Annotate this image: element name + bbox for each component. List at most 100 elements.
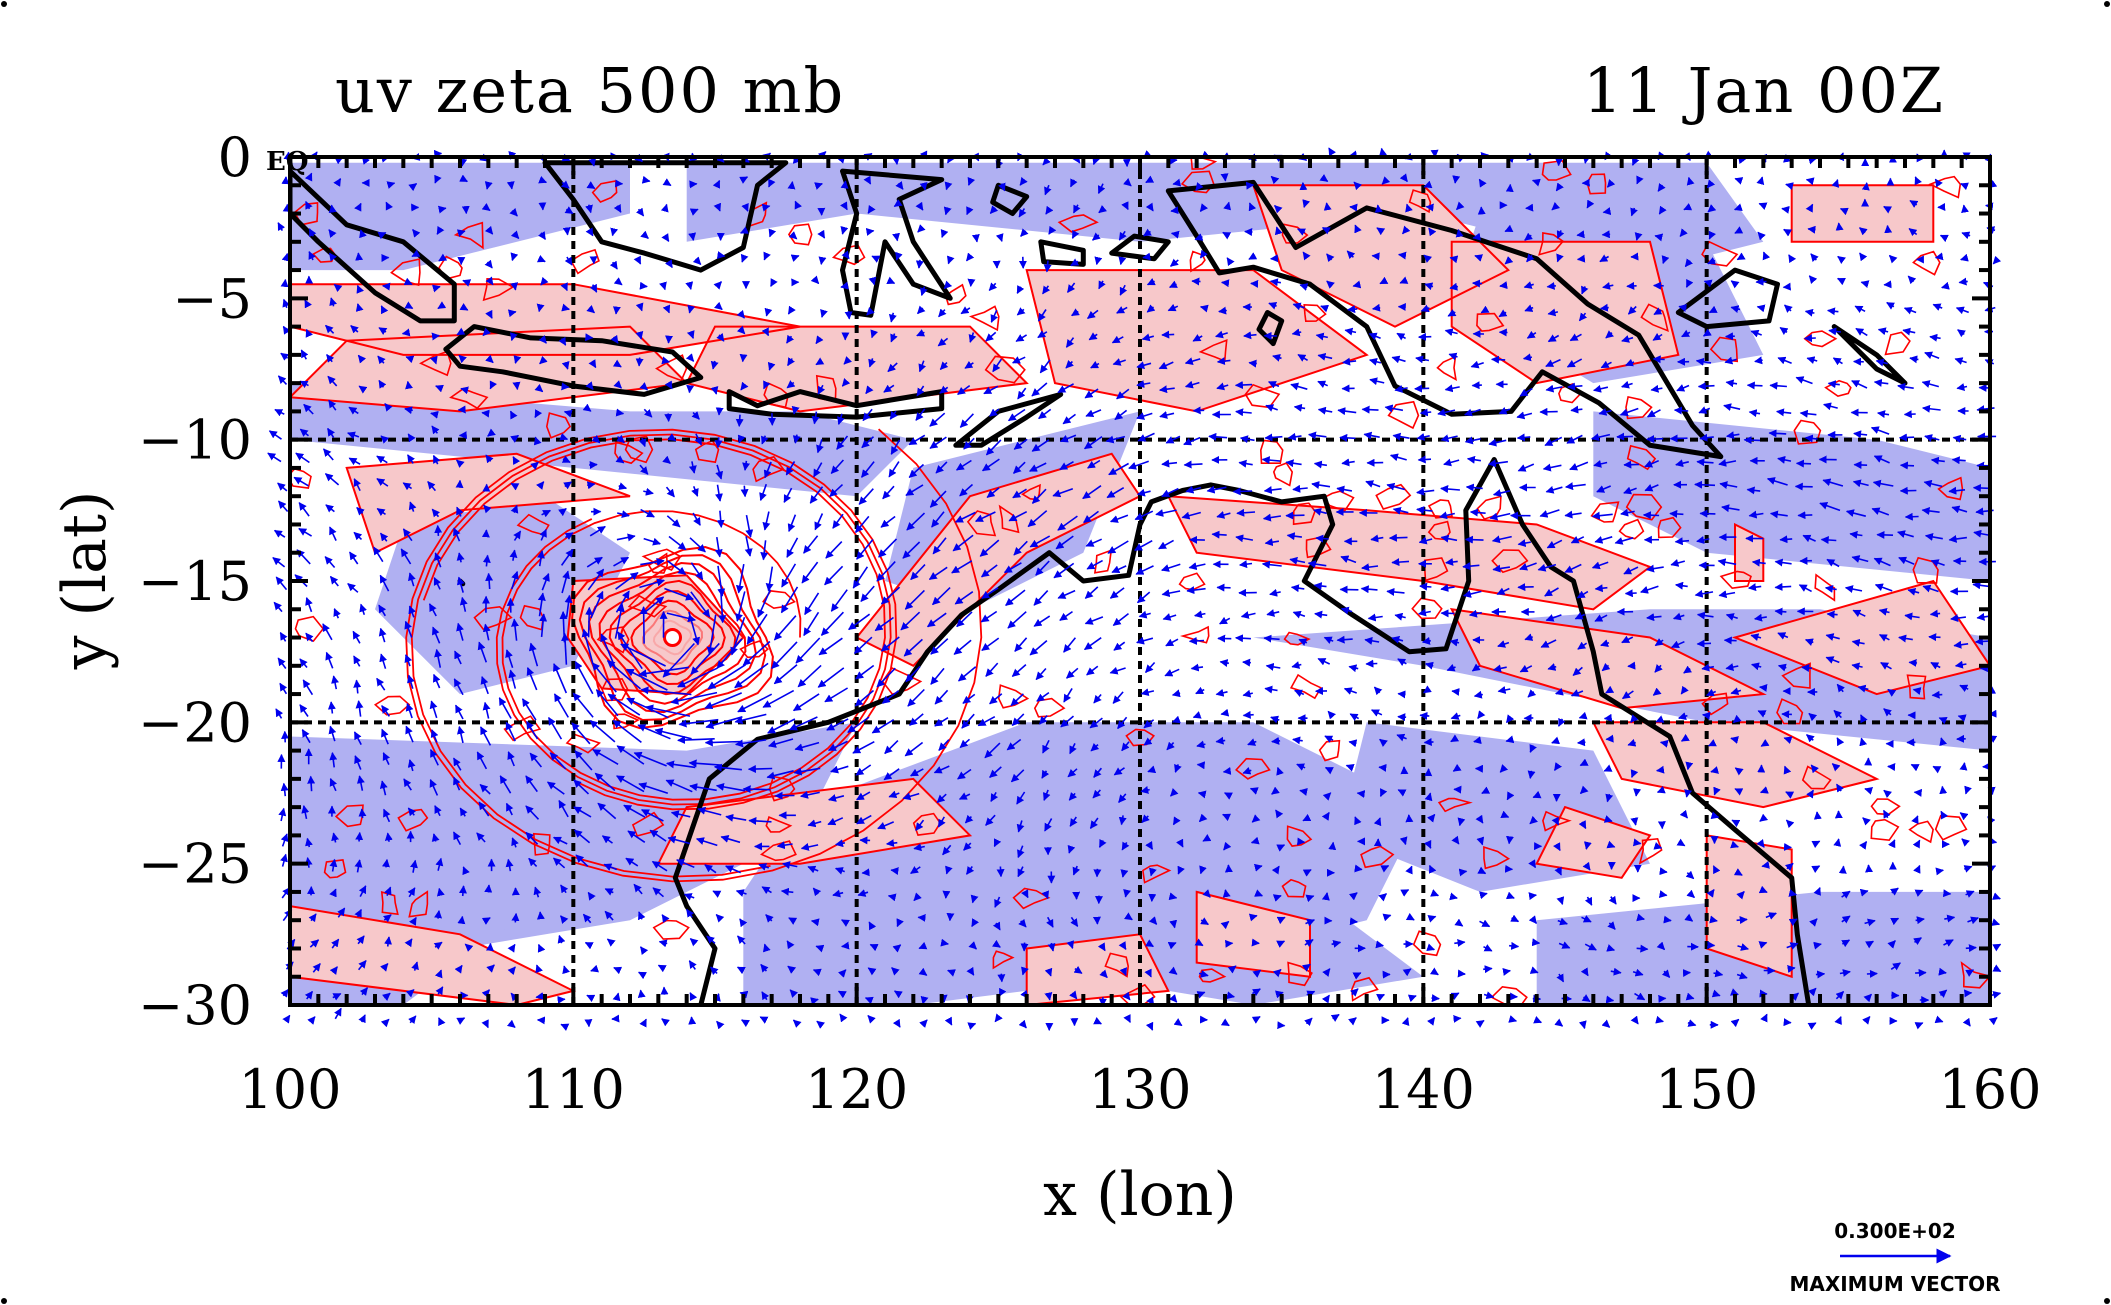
wind-vector <box>1449 255 1459 264</box>
vorticity-contour <box>1928 175 1962 199</box>
wind-vector <box>915 259 924 269</box>
wind-vector <box>1958 277 1968 286</box>
wind-vector <box>1431 994 1440 1003</box>
wind-vector <box>712 179 721 189</box>
wind-vector <box>1805 203 1814 213</box>
y-tick-labels: 0 −5 −10 −15 −20 −25 −30 <box>138 126 252 1037</box>
wind-vector <box>868 358 876 368</box>
wind-vector <box>1423 254 1433 263</box>
vorticity-contour <box>1012 887 1051 910</box>
positive-vorticity-region <box>1706 835 1792 977</box>
wind-vector <box>1116 306 1128 314</box>
wind-vector <box>1899 461 1915 470</box>
wind-vector <box>1146 277 1156 286</box>
wind-vector <box>1661 255 1670 265</box>
wind-vector <box>1158 361 1174 370</box>
wind-vector <box>1088 332 1098 341</box>
wind-vector <box>481 1019 489 1029</box>
wind-vector <box>1399 276 1409 284</box>
wind-vector <box>995 233 1004 242</box>
vorticity-contour <box>656 777 973 865</box>
wind-vector <box>1659 867 1668 876</box>
vorticity-contour <box>1119 983 1156 1005</box>
wind-vector <box>506 181 515 190</box>
wind-vector <box>947 969 956 977</box>
wind-vector <box>1498 309 1508 318</box>
wind-vector <box>1755 277 1767 286</box>
wind-vector <box>740 485 749 498</box>
wind-vector <box>1687 1019 1697 1027</box>
wind-vector <box>1142 252 1151 261</box>
wind-vector <box>377 355 386 365</box>
wind-vector <box>1624 589 1637 598</box>
wind-vector <box>1344 327 1357 336</box>
wind-vector <box>1781 205 1790 214</box>
positive-vorticity-region <box>346 453 630 553</box>
wind-vector <box>278 807 287 822</box>
vorticity-contour <box>1142 864 1172 884</box>
wind-vector <box>992 358 1003 373</box>
vorticity-contour <box>1937 476 1964 501</box>
wind-vector <box>1669 434 1688 443</box>
wind-vector <box>1621 335 1634 343</box>
wind-vector <box>1019 176 1028 186</box>
wind-vector <box>1902 327 1916 336</box>
vorticity-contour <box>1235 757 1271 780</box>
vorticity-contour <box>1618 518 1645 540</box>
wind-vector <box>458 885 467 897</box>
wind-vector <box>408 1015 417 1025</box>
wind-vector <box>1603 815 1613 823</box>
wind-vector <box>561 303 570 312</box>
wind-vector <box>1045 205 1054 215</box>
wind-vector <box>279 631 288 642</box>
wind-vector <box>1447 309 1457 317</box>
wind-vector <box>1353 181 1362 191</box>
coastline <box>1165 179 1724 460</box>
wind-vector <box>280 278 289 288</box>
wind-vector <box>1508 1015 1518 1023</box>
vorticity-contour <box>1538 232 1565 256</box>
wind-vector <box>1886 301 1896 310</box>
wind-vector <box>459 174 469 183</box>
wind-vector <box>1094 256 1103 266</box>
wind-vector <box>685 281 694 290</box>
positive-vorticity-region <box>1735 581 1990 695</box>
wind-vector <box>1658 205 1667 215</box>
wind-vector <box>1730 280 1740 289</box>
wind-vector <box>788 231 798 240</box>
wind-vector <box>662 304 671 314</box>
wind-vector <box>686 330 695 339</box>
wind-vector <box>1277 1021 1286 1030</box>
wind-vector <box>1398 251 1407 260</box>
vorticity-contour <box>334 804 364 828</box>
negative-vorticity-region <box>290 162 630 271</box>
wind-vector <box>1478 178 1487 188</box>
wind-vector <box>1634 232 1643 241</box>
wind-vector <box>867 1015 876 1024</box>
wind-vector <box>919 181 928 191</box>
vorticity-contour <box>1360 845 1395 869</box>
wind-vector <box>996 866 1005 878</box>
wind-vector <box>1042 156 1051 166</box>
wind-vector <box>1270 175 1280 185</box>
wind-vector <box>562 965 570 975</box>
frame-corner-dot <box>2104 1298 2110 1304</box>
wind-vector <box>1884 224 1893 234</box>
wind-vector <box>1504 256 1514 265</box>
positive-vorticity-region <box>1536 807 1650 878</box>
wind-vector <box>403 277 413 286</box>
wind-vector <box>1820 535 1837 544</box>
wind-vector <box>328 229 337 238</box>
wind-vector <box>1347 305 1358 314</box>
wind-vector <box>818 256 827 265</box>
wind-vector <box>1582 155 1591 164</box>
wind-vector <box>1683 202 1693 211</box>
wind-vector <box>300 349 309 360</box>
wind-vector <box>1145 202 1154 212</box>
wind-vector <box>770 278 778 288</box>
wind-vector <box>1546 281 1556 290</box>
wind-vector <box>588 157 597 167</box>
wind-vector <box>1586 199 1595 209</box>
wind-vector <box>1524 232 1533 241</box>
vorticity-contour <box>1180 625 1210 644</box>
